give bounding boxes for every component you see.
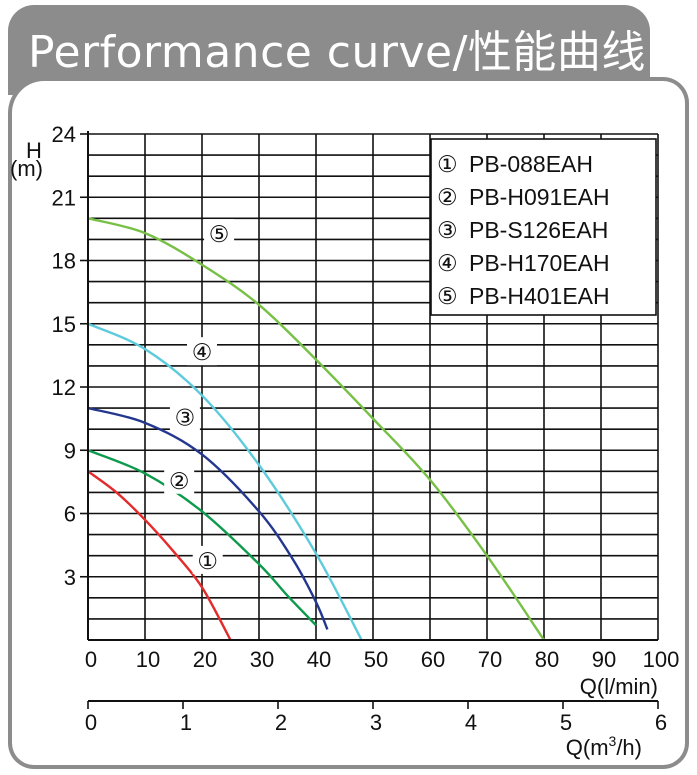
y-tick-label: 15 [52,312,76,337]
legend-box [430,138,657,316]
x2-tick-label: 2 [275,710,287,735]
curve-label-bg [192,545,223,574]
curve-label-3: ③ [175,405,196,431]
x-axis-label: Q(l/min) [580,674,658,699]
x-tick-label: 40 [307,647,331,672]
y-axis-unit: (m) [10,156,43,181]
legend-marker: ⑤ [437,283,458,309]
legend-entry: PB-H091EAH [469,184,610,210]
y-tick-label: 21 [52,185,76,210]
x2-tick-label: 6 [655,710,667,735]
series-curve-3 [87,406,329,630]
curve-labels: ① ② ③ ④ ⑤ [164,219,235,574]
y-tick-label: 24 [52,122,76,147]
y-tick-label: 12 [52,375,76,400]
x-tick-label: 0 [85,647,97,672]
legend-marker: ④ [437,250,458,276]
curve-label-2: ② [169,468,190,494]
x2-tick-label: 1 [180,710,192,735]
x-tick-label: 80 [535,647,559,672]
y-axis-label: H [26,138,42,163]
legend-marker: ① [437,151,458,177]
y-tick-label: 6 [64,502,76,527]
x-tick-label: 90 [592,647,616,672]
curve-label-bg [187,337,217,366]
curve-label-4: ④ [192,339,213,365]
x2-axis-label-sup: 3 [609,733,617,749]
x-tick-label: 100 [643,647,680,672]
curve-label-bg [204,219,235,248]
x2-axis-label-tail: /h) [616,735,642,760]
chart-curves [87,217,545,641]
x2-tick-label: 4 [465,710,477,735]
series-curve-5 [87,217,545,641]
curve-label-5: ⑤ [209,221,230,247]
curve-label-bg [169,402,200,431]
legend-entry: PB-H170EAH [469,250,610,276]
x-tick-label: 10 [136,647,160,672]
curve-label-1: ① [197,548,218,574]
series-curve-2 [87,449,317,627]
legend-entry: PB-H401EAH [469,283,610,309]
x2-tick-label: 0 [85,710,97,735]
legend-marker: ③ [437,217,458,243]
x-tick-label: 50 [364,647,388,672]
x-tick-label: 60 [421,647,445,672]
legend-entry: PB-S126EAH [469,217,608,243]
x2-axis-label-main: Q(m [566,735,609,760]
chart-legend: ① PB-088EAH ② PB-H091EAH ③ PB-S126EAH ④ PB-H170… [430,138,657,316]
curve-label-bg [164,465,195,494]
series-curve-1 [87,470,232,641]
y-tick-label: 3 [64,565,76,590]
y-tick-label: 18 [52,249,76,274]
x-tick-label: 20 [193,647,217,672]
legend-entry: PB-088EAH [469,151,593,177]
y-tick-label: 9 [64,438,76,463]
x2-tick-label: 3 [370,710,382,735]
x-tick-label: 70 [478,647,502,672]
page-title: Performance curve/性能曲线 [28,27,646,78]
series-curve-4 [87,322,363,641]
x-tick-label: 30 [250,647,274,672]
x2-axis-label: Q(m3/h) [566,733,642,760]
x2-tick-label: 5 [560,710,572,735]
legend-marker: ② [437,184,458,210]
